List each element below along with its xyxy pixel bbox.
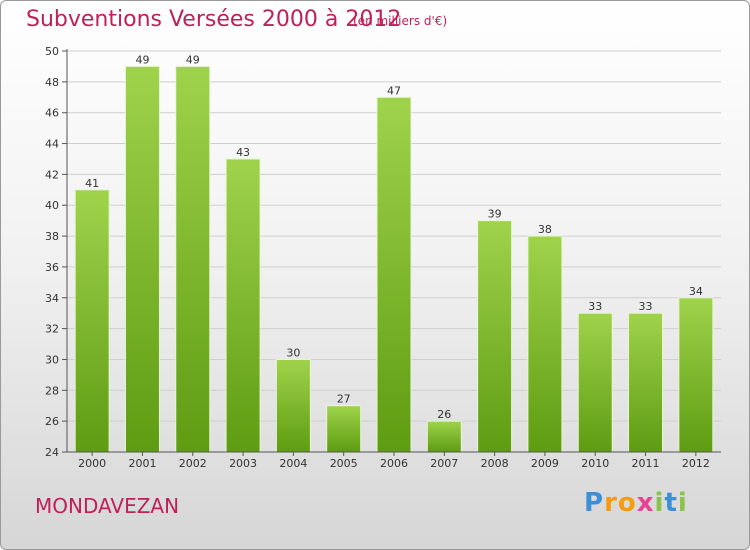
axes: 24 26 28 30 32 34 36 38 40 42 44 46 48 50 2000 2001 2002… xyxy=(45,45,721,470)
logo-letter: i xyxy=(677,488,688,518)
commune-name: MONDAVEZAN xyxy=(35,494,180,518)
y-tick-label: 38 xyxy=(45,230,59,243)
bar-2001[interactable] xyxy=(124,65,160,453)
bars xyxy=(74,65,714,453)
y-tick-label: 24 xyxy=(45,446,59,459)
bar-2012[interactable] xyxy=(678,297,714,453)
data-label-2012: 34 xyxy=(689,285,703,298)
x-tick-label-2009: 2009 xyxy=(531,457,559,470)
x-tick-label-2002: 2002 xyxy=(179,457,207,470)
bar-2008[interactable] xyxy=(477,220,513,453)
logo-letter: P xyxy=(584,488,605,518)
data-label-2006: 47 xyxy=(387,84,401,97)
bar-2007[interactable] xyxy=(426,420,462,453)
data-label-2002: 49 xyxy=(186,53,200,66)
y-tick-label: 42 xyxy=(45,168,59,181)
y-tick-label: 44 xyxy=(45,138,59,151)
chart-subtitle: (en milliers d'€) xyxy=(353,14,448,28)
y-tick-label: 30 xyxy=(45,353,59,366)
x-tick-label-2008: 2008 xyxy=(481,457,509,470)
y-tick-label: 36 xyxy=(45,261,59,274)
chart-title: Subventions Versées 2000 à 2012 xyxy=(26,7,402,32)
data-label-2008: 39 xyxy=(488,208,502,221)
data-label-2010: 33 xyxy=(588,300,602,313)
data-label-2004: 30 xyxy=(286,346,300,359)
y-tick-label: 50 xyxy=(45,45,59,58)
y-tick-label: 46 xyxy=(45,107,59,120)
x-tick-label-2010: 2010 xyxy=(581,457,609,470)
logo-letter: i xyxy=(654,488,665,518)
x-tick-label-2005: 2005 xyxy=(330,457,358,470)
x-tick-label-2012: 2012 xyxy=(682,457,710,470)
y-tick-label: 34 xyxy=(45,292,59,305)
data-label-2007: 26 xyxy=(437,408,451,421)
y-tick-label: 28 xyxy=(45,384,59,397)
logo-letter: r xyxy=(604,488,618,518)
x-tick-label-2011: 2011 xyxy=(632,457,660,470)
x-tick-label-2006: 2006 xyxy=(380,457,408,470)
bar-2002[interactable] xyxy=(175,65,211,453)
bar-2009[interactable] xyxy=(527,235,563,453)
data-label-2003: 43 xyxy=(236,146,250,159)
bar-2003[interactable] xyxy=(225,158,261,453)
logo-letter: t xyxy=(664,488,678,518)
bar-2000[interactable] xyxy=(74,189,110,453)
data-label-2005: 27 xyxy=(337,393,351,406)
y-tick-label: 48 xyxy=(45,76,59,89)
x-tick-label-2004: 2004 xyxy=(279,457,307,470)
logo-letter: o xyxy=(617,488,637,518)
data-label-2009: 38 xyxy=(538,223,552,236)
data-label-2011: 33 xyxy=(639,300,653,313)
x-tick-label-2007: 2007 xyxy=(430,457,458,470)
y-tick-label: 40 xyxy=(45,199,59,212)
bar-2006[interactable] xyxy=(376,96,412,453)
x-tick-label-2001: 2001 xyxy=(128,457,156,470)
x-tick-label-2000: 2000 xyxy=(78,457,106,470)
x-tick-label-2003: 2003 xyxy=(229,457,257,470)
y-tick-label: 26 xyxy=(45,415,59,428)
data-label-2001: 49 xyxy=(135,53,149,66)
bar-2005[interactable] xyxy=(326,405,362,453)
data-label-2000: 41 xyxy=(85,177,99,190)
y-tick-label: 32 xyxy=(45,323,59,336)
logo-letter: x xyxy=(636,488,655,518)
bar-2004[interactable] xyxy=(275,358,311,453)
proxiti-logo[interactable]: Proxiti xyxy=(584,488,688,518)
bar-2011[interactable] xyxy=(628,312,664,453)
bar-2010[interactable] xyxy=(577,312,613,453)
data-labels: 41 49 49 43 30 27 47 26 39 38 33 33 34 xyxy=(85,53,703,421)
